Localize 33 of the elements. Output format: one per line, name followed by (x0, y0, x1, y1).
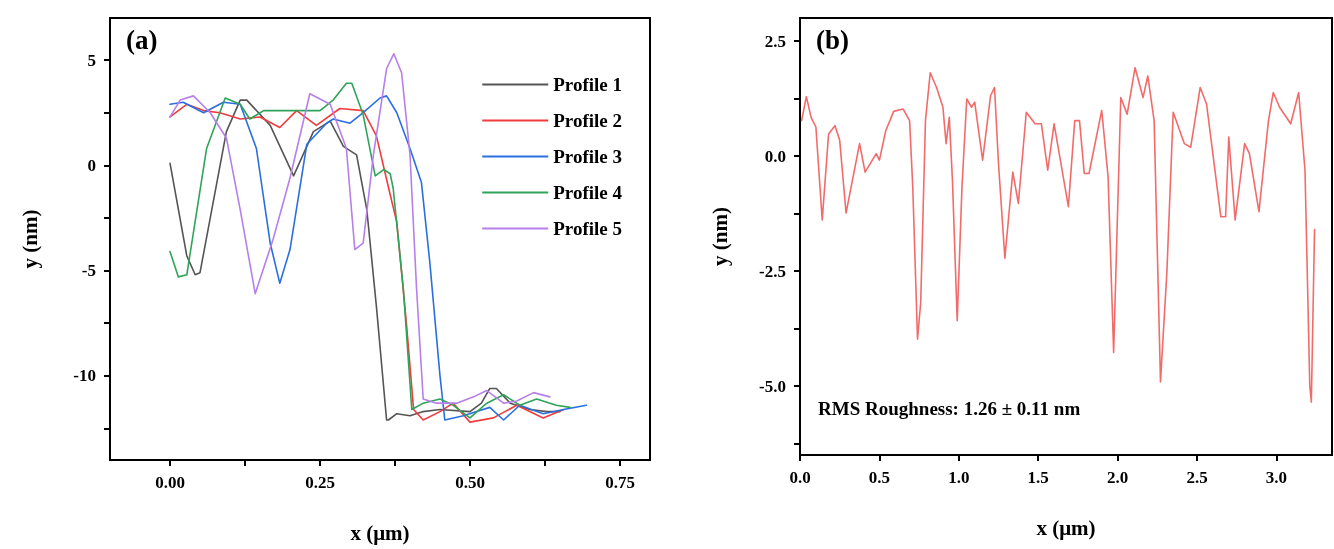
legend-label: Profile 5 (553, 218, 622, 239)
x-tick-label: 0.75 (605, 473, 635, 492)
legend-label: Profile 1 (553, 74, 622, 95)
annotation: (b) (816, 24, 849, 55)
annotation: RMS Roughness: 1.26 ± 0.11 nm (818, 398, 1081, 419)
legend-label: Profile 3 (553, 146, 622, 167)
legend-label: Profile 2 (553, 110, 622, 131)
x-tick-label: 0.0 (789, 468, 811, 487)
x-tick-label: 0.00 (155, 473, 185, 492)
y-tick-label: -5 (81, 261, 96, 281)
y-tick-label: 0 (87, 155, 96, 175)
y-axis-title: y (nm) (17, 209, 42, 269)
line-series (169, 52, 551, 404)
annotation: (a) (126, 24, 158, 55)
y-axis-title: y (nm) (707, 207, 732, 266)
x-tick-label: 2.5 (1186, 468, 1208, 487)
y-tick-label: -10 (73, 366, 96, 386)
x-tick-label: 0.50 (455, 473, 485, 492)
line-series (800, 66, 1316, 403)
x-axis-title: x (μm) (350, 520, 410, 545)
y-tick-label: 5 (87, 50, 96, 70)
x-tick-label: 0.5 (868, 468, 891, 487)
y-tick-label: 2.5 (764, 31, 786, 51)
x-axis-title: x (μm) (1036, 515, 1096, 540)
y-tick-label: -2.5 (759, 261, 786, 281)
x-tick-label: 3.0 (1265, 468, 1288, 487)
x-tick-label: 0.25 (305, 473, 335, 492)
legend-label: Profile 4 (553, 182, 623, 203)
y-tick-label: 0.0 (764, 146, 786, 166)
x-tick-label: 1.5 (1027, 468, 1049, 487)
x-tick-label: 2.0 (1106, 468, 1129, 487)
y-tick-label: -5.0 (759, 376, 786, 396)
x-tick-label: 1.0 (948, 468, 970, 487)
